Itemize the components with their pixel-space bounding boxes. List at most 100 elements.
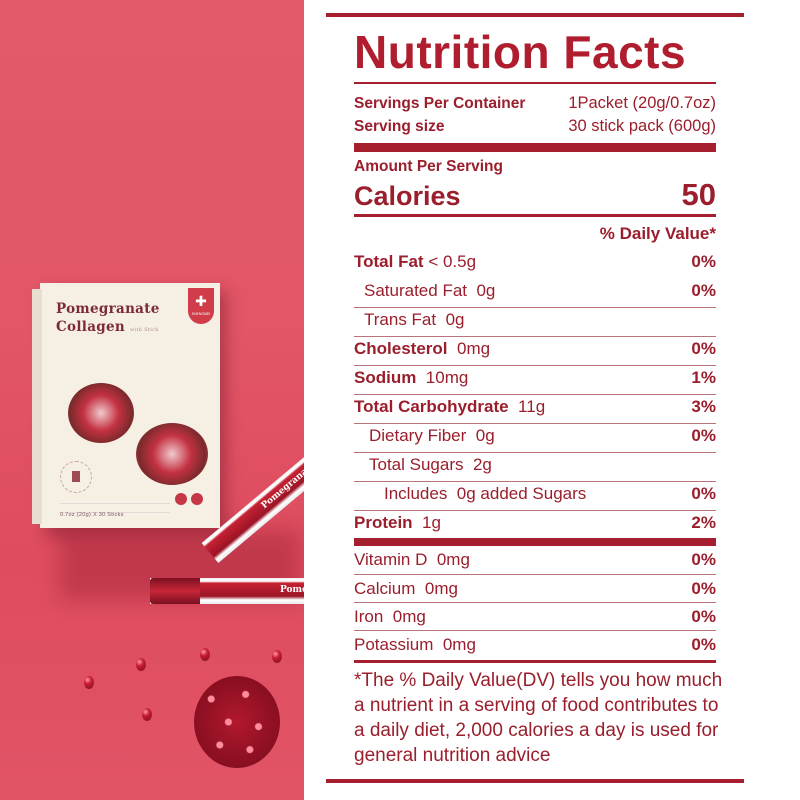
vitamin-name: Iron (354, 607, 384, 626)
serving-size-label: Serving size (354, 118, 445, 135)
daily-value-footnote: *The % Daily Value(DV) tells you how muc… (354, 670, 723, 766)
nutrient-name: Total Fat (354, 252, 424, 271)
nutrient-amount: 0mg (456, 339, 491, 358)
row-divider (354, 574, 716, 575)
nutrient-amount: 2g (472, 455, 492, 474)
nutrient-row-trans-fat: Trans Fat 0g (354, 308, 716, 337)
servings-per-container-label: Servings Per Container (354, 95, 526, 112)
product-box: Pomegranate Collagen with Stick ✚ SHENGME… (32, 283, 220, 528)
vitamin-dv: 0% (691, 550, 716, 569)
bottom-rule (326, 779, 744, 783)
nutrient-row-total-sugars: Total Sugars 2g (354, 453, 716, 482)
nutrient-row-added-sugars: Includes 0g added Sugars 0% (354, 482, 716, 511)
serving-size-value: 30 stick pack (600g) (568, 117, 716, 135)
calories-label: Calories (354, 181, 461, 211)
servings-per-container-value: 1Packet (20g/0.7oz) (568, 94, 716, 112)
calories-value: 50 (681, 177, 716, 212)
nutrient-dv: 3% (691, 397, 716, 416)
box-title-small: with Stick (130, 327, 159, 333)
vitamin-row-vitamin-d: Vitamin D 0mg 0% (354, 548, 716, 572)
nutrient-amount: 10mg (425, 368, 469, 387)
pomegranate-seed (84, 676, 94, 689)
nutrient-row-total-fat: Total Fat < 0.5g 0% (354, 250, 716, 274)
vitamin-name: Potassium (354, 635, 434, 654)
row-divider (354, 336, 716, 337)
nutrient-row-sodium: Sodium 10mg 1% (354, 366, 716, 395)
nutrient-name: Sodium (354, 368, 417, 387)
pomegranate-seed (200, 648, 210, 661)
nutrient-row-cholesterol: Cholesterol 0mg 0% (354, 337, 716, 366)
vitamin-row-potassium: Potassium 0mg 0% (354, 630, 716, 657)
stick-label: Pomegranate (259, 460, 304, 512)
nutrient-dv: 0% (691, 484, 716, 503)
nutrient-amount: 0g (445, 310, 465, 329)
vitamin-amount: 0mg (424, 579, 458, 598)
box-badges (175, 493, 203, 505)
nutrient-name: Trans Fat (364, 310, 437, 329)
nutrient-name: Total Sugars (369, 455, 464, 474)
daily-value-header-label: % Daily Value* (599, 224, 716, 243)
thick-rule (354, 538, 716, 546)
vitamin-row-iron: Iron 0mg 0% (354, 602, 716, 629)
nutrient-row-saturated-fat: Saturated Fat 0g 0% (354, 279, 716, 308)
nutrient-amount: 0g (475, 426, 495, 445)
title-rule (354, 82, 716, 84)
nutrient-name: Total Carbohydrate (354, 397, 509, 416)
box-title: Pomegranate Collagen with Stick (56, 300, 160, 339)
vitamin-dv: 0% (691, 635, 716, 654)
box-fineprint (60, 503, 170, 513)
collagen-stamp-icon (60, 461, 92, 493)
amount-per-serving-label: Amount Per Serving (354, 158, 503, 175)
nutrient-dv: 0% (691, 252, 716, 271)
nutrient-row-dietary-fiber: Dietary Fiber 0g 0% (354, 424, 716, 453)
nutrient-name: Includes (384, 484, 448, 503)
nutrient-amount: 11g (518, 397, 546, 416)
servings-per-container-row: Servings Per Container 1Packet (20g/0.7o… (354, 91, 716, 116)
nutrient-name: Dietary Fiber (369, 426, 467, 445)
nutrition-facts-panel: Nutrition Facts Servings Per Container 1… (326, 0, 744, 800)
vitamin-amount: 0mg (392, 607, 426, 626)
nutrient-row-protein: Protein 1g 2% (354, 511, 716, 535)
pomegranate-seed (142, 708, 152, 721)
nutrient-amount: 0g (476, 281, 496, 300)
pomegranate-illustration (68, 383, 134, 443)
nutrient-dv: 1% (691, 368, 716, 387)
nutrient-name: Cholesterol (354, 339, 448, 358)
row-divider (354, 423, 716, 424)
row-divider (354, 365, 716, 366)
box-title-line1: Pomegranate (56, 301, 160, 317)
daily-value-header: % Daily Value* (354, 222, 716, 246)
nutrient-dv: 0% (691, 281, 716, 300)
vitamin-amount: 0mg (436, 550, 470, 569)
top-rule (326, 13, 744, 17)
row-divider (354, 307, 716, 308)
nutrient-name: Protein (354, 513, 413, 532)
badge-icon (191, 493, 203, 505)
row-divider (354, 481, 716, 482)
pomegranate-seed-pile (194, 676, 280, 768)
row-divider (354, 394, 716, 395)
badge-icon (175, 493, 187, 505)
vitamin-name: Calcium (354, 579, 416, 598)
vitamin-dv: 0% (691, 607, 716, 626)
vitamin-dv: 0% (691, 579, 716, 598)
nutrient-dv: 0% (691, 339, 716, 358)
nutrient-amount: 1g (422, 513, 441, 532)
stick-pack-end (150, 578, 200, 604)
product-photo: Pomegranate Collagen with Stick ✚ SHENGME… (0, 0, 304, 800)
row-divider (354, 510, 716, 511)
brand-logo-icon: ✚ SHENGMEI (188, 288, 214, 324)
serving-size-row: Serving size 30 stick pack (600g) (354, 114, 716, 139)
vitamin-row-calcium: Calcium 0mg 0% (354, 574, 716, 601)
nutrient-dv: 0% (691, 426, 716, 445)
nutrition-facts-title: Nutrition Facts (354, 26, 687, 78)
calories-row: Calories 50 (354, 179, 716, 212)
footnote-rule (354, 660, 716, 663)
nutrient-name: Saturated Fat (364, 281, 468, 300)
row-divider (354, 630, 716, 631)
row-divider (354, 452, 716, 453)
pomegranate-seed (136, 658, 146, 671)
nutrient-amount: 0g added Sugars (456, 484, 587, 503)
box-side (32, 289, 42, 524)
calories-rule (354, 214, 716, 217)
